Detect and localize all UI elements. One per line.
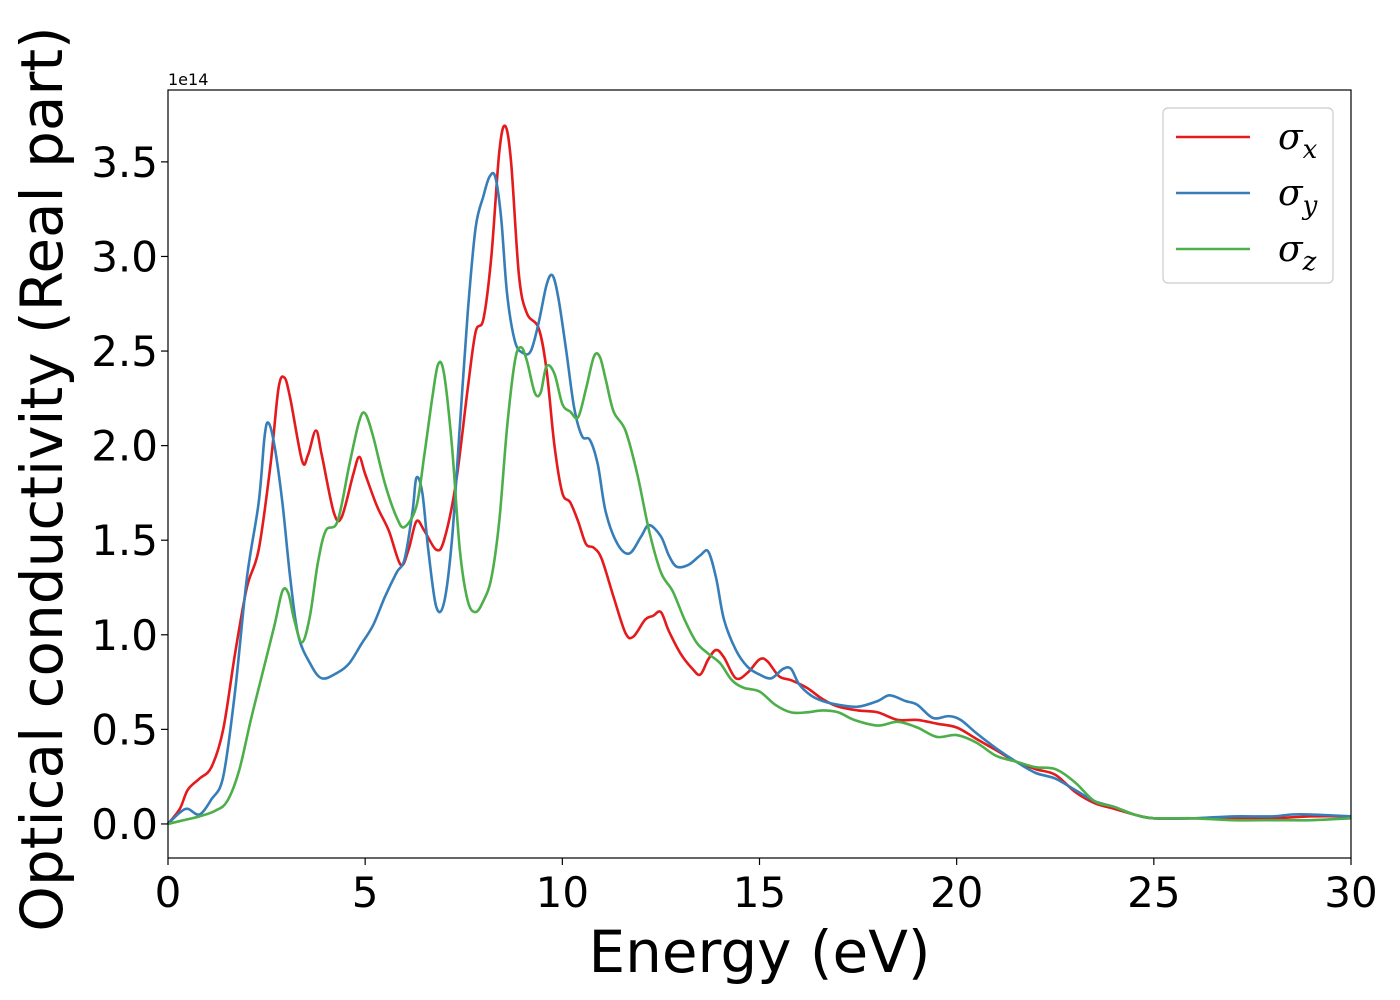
y-tick-label: 1.0 (91, 611, 158, 660)
legend-subscript: y (1302, 191, 1318, 221)
x-tick-label: 0 (155, 868, 182, 917)
y-axis-title: Optical conductivity (Real part) (8, 26, 76, 931)
legend-box (1162, 107, 1334, 284)
x-tick-label: 15 (733, 868, 786, 917)
legend-entry-x: σx (1278, 117, 1318, 165)
y-tick-label: 0.0 (91, 800, 158, 849)
series-line-y (167, 171, 1352, 825)
y-offset-label: 1e14 (168, 70, 208, 89)
y-tick-label: 2.5 (91, 327, 158, 376)
series-line-z (167, 345, 1352, 826)
y-tick-label: 0.5 (91, 705, 158, 754)
y-tick-label: 2.0 (91, 422, 158, 471)
series-line-x (166, 124, 1352, 825)
y-tick-label: 3.0 (91, 232, 158, 281)
x-tick-label: 5 (352, 868, 379, 917)
x-tick-label: 20 (930, 868, 983, 917)
legend-entry-y: σy (1278, 173, 1318, 221)
legend-subscript: z (1302, 247, 1317, 277)
series-layer (166, 124, 1352, 826)
ticks-layer: 0 5 10 15 20 25 30 0.0 0.5 1.0 1.5 2.0 2.5 3.0 3.5 (91, 138, 1378, 917)
y-tick-label: 3.5 (91, 138, 158, 187)
x-tick-label: 10 (536, 868, 589, 917)
y-tick-label: 1.5 (91, 516, 158, 565)
x-axis-title: Energy (eV) (588, 918, 930, 986)
legend-subscript: x (1303, 135, 1318, 165)
x-tick-label: 25 (1127, 868, 1180, 917)
x-tick-label: 30 (1324, 868, 1377, 917)
